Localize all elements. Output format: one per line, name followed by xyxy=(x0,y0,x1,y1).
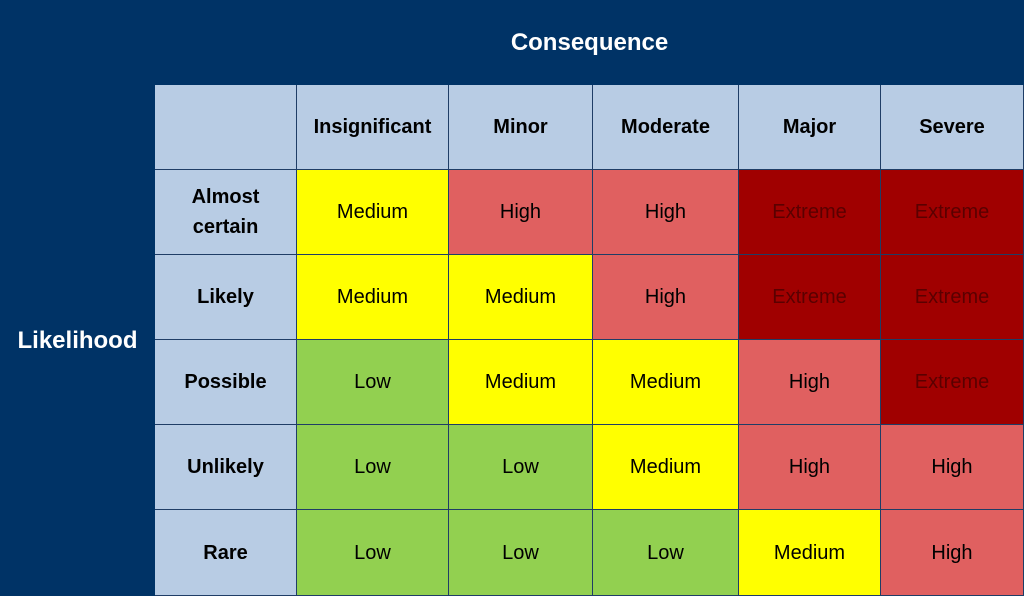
likelihood-label: Likelihood xyxy=(17,326,138,354)
column-header: Moderate xyxy=(593,85,739,170)
risk-cell: Medium xyxy=(449,255,593,340)
risk-cell: High xyxy=(881,425,1024,510)
consequence-title: Consequence xyxy=(510,28,669,56)
column-header: Insignificant xyxy=(297,85,449,170)
risk-cell: High xyxy=(739,425,881,510)
risk-cell: Medium xyxy=(593,340,739,425)
column-header: Major xyxy=(739,85,881,170)
risk-cell: Low xyxy=(297,340,449,425)
risk-cell: Low xyxy=(297,510,449,596)
risk-cell: Low xyxy=(297,425,449,510)
column-header: Minor xyxy=(449,85,593,170)
risk-cell: Low xyxy=(449,425,593,510)
risk-cell: Extreme xyxy=(881,255,1024,340)
risk-cell: High xyxy=(593,170,739,255)
corner-cell xyxy=(155,85,297,170)
risk-cell: Extreme xyxy=(881,170,1024,255)
risk-cell: High xyxy=(881,510,1024,596)
column-header: Severe xyxy=(881,85,1024,170)
risk-cell: Extreme xyxy=(739,170,881,255)
risk-cell: High xyxy=(449,170,593,255)
row-header: Likely xyxy=(155,255,297,340)
risk-cell: Medium xyxy=(297,255,449,340)
row-header: Almost certain xyxy=(155,170,297,255)
risk-cell: High xyxy=(739,340,881,425)
risk-cell: Medium xyxy=(739,510,881,596)
risk-cell: Medium xyxy=(449,340,593,425)
risk-cell: Low xyxy=(593,510,739,596)
risk-cell: High xyxy=(593,255,739,340)
risk-cell: Low xyxy=(449,510,593,596)
row-header: Rare xyxy=(155,510,297,596)
risk-cell: Medium xyxy=(297,170,449,255)
risk-cell: Extreme xyxy=(881,340,1024,425)
row-header: Unlikely xyxy=(155,425,297,510)
row-header: Possible xyxy=(155,340,297,425)
risk-cell: Medium xyxy=(593,425,739,510)
risk-cell: Extreme xyxy=(739,255,881,340)
